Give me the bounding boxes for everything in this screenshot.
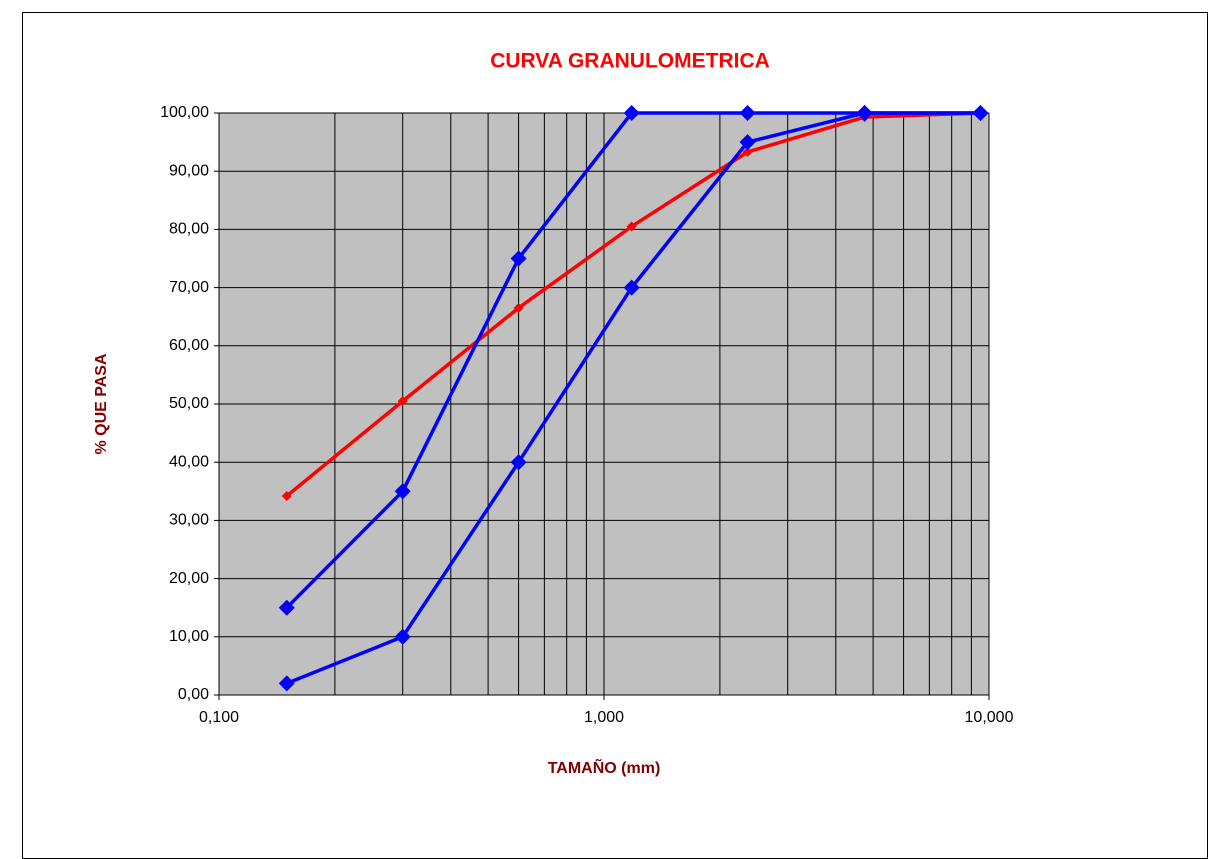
y-axis-title: % QUE PASA xyxy=(93,353,110,455)
marker xyxy=(626,221,637,232)
marker xyxy=(856,105,873,121)
marker xyxy=(739,105,756,121)
y-tick-label: 70,00 xyxy=(169,279,209,296)
marker xyxy=(742,146,753,157)
x-tick-label: 1,000 xyxy=(584,709,624,726)
marker xyxy=(623,105,640,121)
marker xyxy=(972,105,989,121)
marker xyxy=(394,628,411,645)
x-axis-title: TAMAÑO (mm) xyxy=(548,757,661,777)
y-tick-label: 80,00 xyxy=(169,221,209,238)
x-tick-label: 0,100 xyxy=(199,709,239,726)
y-tick-label: 90,00 xyxy=(169,162,209,179)
marker xyxy=(281,490,292,501)
marker xyxy=(278,599,295,616)
y-tick-label: 100,00 xyxy=(160,104,209,121)
y-tick-label: 10,00 xyxy=(169,628,209,645)
chart-title: CURVA GRANULOMETRICA xyxy=(490,50,770,73)
y-tick-label: 0,00 xyxy=(178,686,209,703)
marker xyxy=(278,675,295,692)
x-tick-label: 10,000 xyxy=(965,709,1014,726)
marker xyxy=(739,134,756,151)
marker xyxy=(510,454,527,471)
marker xyxy=(394,483,411,500)
marker xyxy=(623,279,640,296)
y-tick-label: 40,00 xyxy=(169,453,209,470)
marker xyxy=(513,302,524,313)
marker xyxy=(397,396,408,407)
y-tick-label: 20,00 xyxy=(169,570,209,587)
y-tick-label: 50,00 xyxy=(169,395,209,412)
y-tick-label: 60,00 xyxy=(169,337,209,354)
marker xyxy=(510,250,527,267)
y-tick-label: 30,00 xyxy=(169,512,209,529)
